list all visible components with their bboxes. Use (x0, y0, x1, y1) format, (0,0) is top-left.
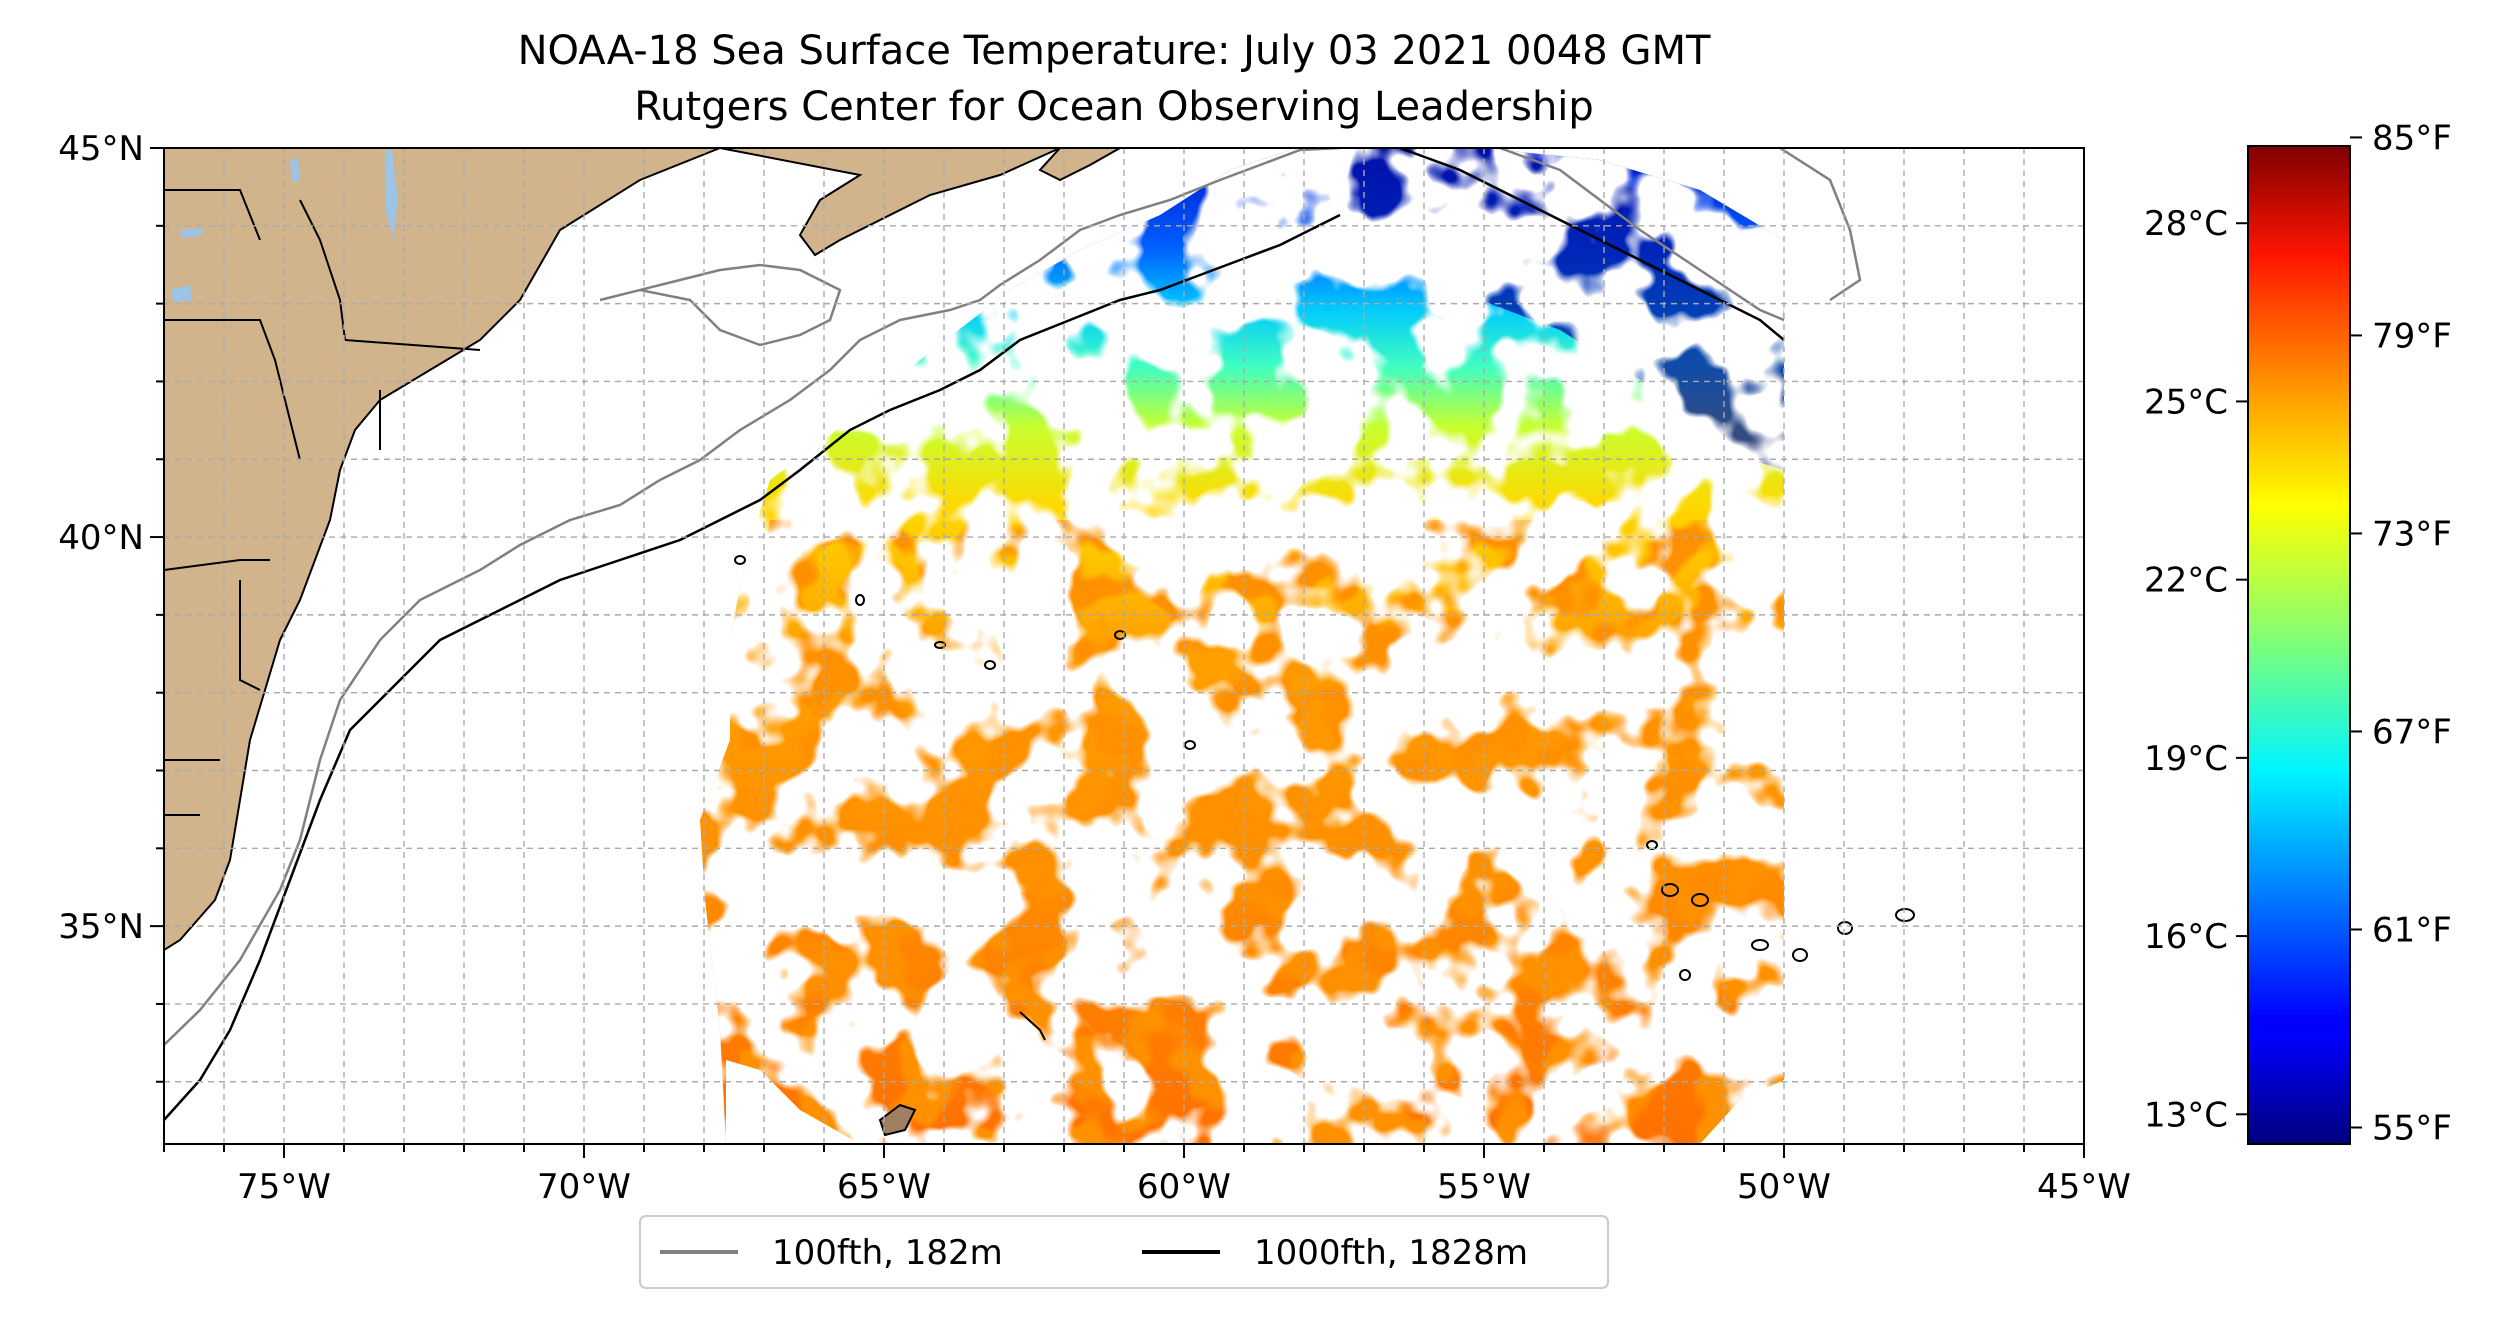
celsius-tick-label: 22°C (2144, 561, 2228, 601)
map-panel (164, 148, 2084, 1144)
fahrenheit-tick-label: 73°F (2372, 514, 2452, 554)
contour-100fth-east (1499, 148, 1862, 322)
lat-tick-label: 45°N (58, 129, 144, 169)
lon-tick-label: 75°W (237, 1167, 331, 1207)
sst-data-layer (700, 148, 1784, 1144)
data-edge-clouds (726, 1060, 1784, 1144)
fahrenheit-tick-label: 55°F (2372, 1108, 2452, 1148)
legend-label-1000fth: 1000fth, 1828m (1254, 1233, 1528, 1273)
map-gridlines (164, 148, 2084, 1144)
contour-1000fth-east (1399, 148, 1785, 341)
contour-100fth (164, 148, 1341, 1046)
contour-1000fth (164, 213, 1341, 1121)
land-cape-breton (1038, 148, 1123, 182)
land-nova-scotia (719, 148, 1061, 257)
legend: 100fth, 182m 1000fth, 1828m (639, 1215, 1609, 1289)
fahrenheit-tick-label: 67°F (2372, 712, 2452, 752)
celsius-tick-label: 13°C (2144, 1095, 2228, 1135)
lon-tick-label: 50°W (1737, 1167, 1831, 1207)
colorbar-ticks: 28°C 25°C 22°C 19°C 16°C 13°C 85°F 79°F 73°F 67°F… (2144, 118, 2452, 1148)
legend-box (639, 1215, 1609, 1289)
lakes (170, 150, 398, 302)
colorbar: 28°C 25°C 22°C 19°C 16°C 13°C 85°F 79°F 73°F 67°F… (2144, 118, 2452, 1148)
legend-label-100fth: 100fth, 182m (772, 1233, 1003, 1273)
lat-tick-label: 40°N (58, 518, 144, 558)
longitude-axis: 75°W 70°W 65°W 60°W 55°W 50°W 45°W (163, 1144, 2131, 1207)
seamounts (734, 555, 1915, 1137)
land-us-northeast (164, 148, 721, 952)
fahrenheit-tick-label: 61°F (2372, 910, 2452, 950)
celsius-tick-label: 25°C (2144, 382, 2228, 422)
fahrenheit-tick-label: 79°F (2372, 316, 2452, 356)
state-borders (164, 189, 481, 816)
cloud-gaps (700, 148, 1784, 1144)
chart-subtitle: Rutgers Center for Ocean Observing Leade… (634, 84, 1594, 130)
celsius-tick-label: 19°C (2144, 739, 2228, 779)
fahrenheit-tick-label: 85°F (2372, 118, 2452, 158)
contour-100fth-gulf (599, 263, 842, 347)
lat-tick-label: 35°N (58, 907, 144, 947)
lon-tick-label: 45°W (2037, 1167, 2131, 1207)
colorbar-gradient (2247, 145, 2351, 1145)
celsius-tick-label: 28°C (2144, 204, 2228, 244)
lon-tick-label: 70°W (537, 1167, 631, 1207)
lon-tick-label: 60°W (1137, 1167, 1231, 1207)
chart-title: NOAA-18 Sea Surface Temperature: July 03… (518, 28, 1711, 74)
lon-tick-label: 65°W (837, 1167, 931, 1207)
latitude-axis: 45°N 40°N 35°N (58, 129, 164, 1083)
lon-tick-label: 55°W (1437, 1167, 1531, 1207)
celsius-tick-label: 16°C (2144, 917, 2228, 957)
